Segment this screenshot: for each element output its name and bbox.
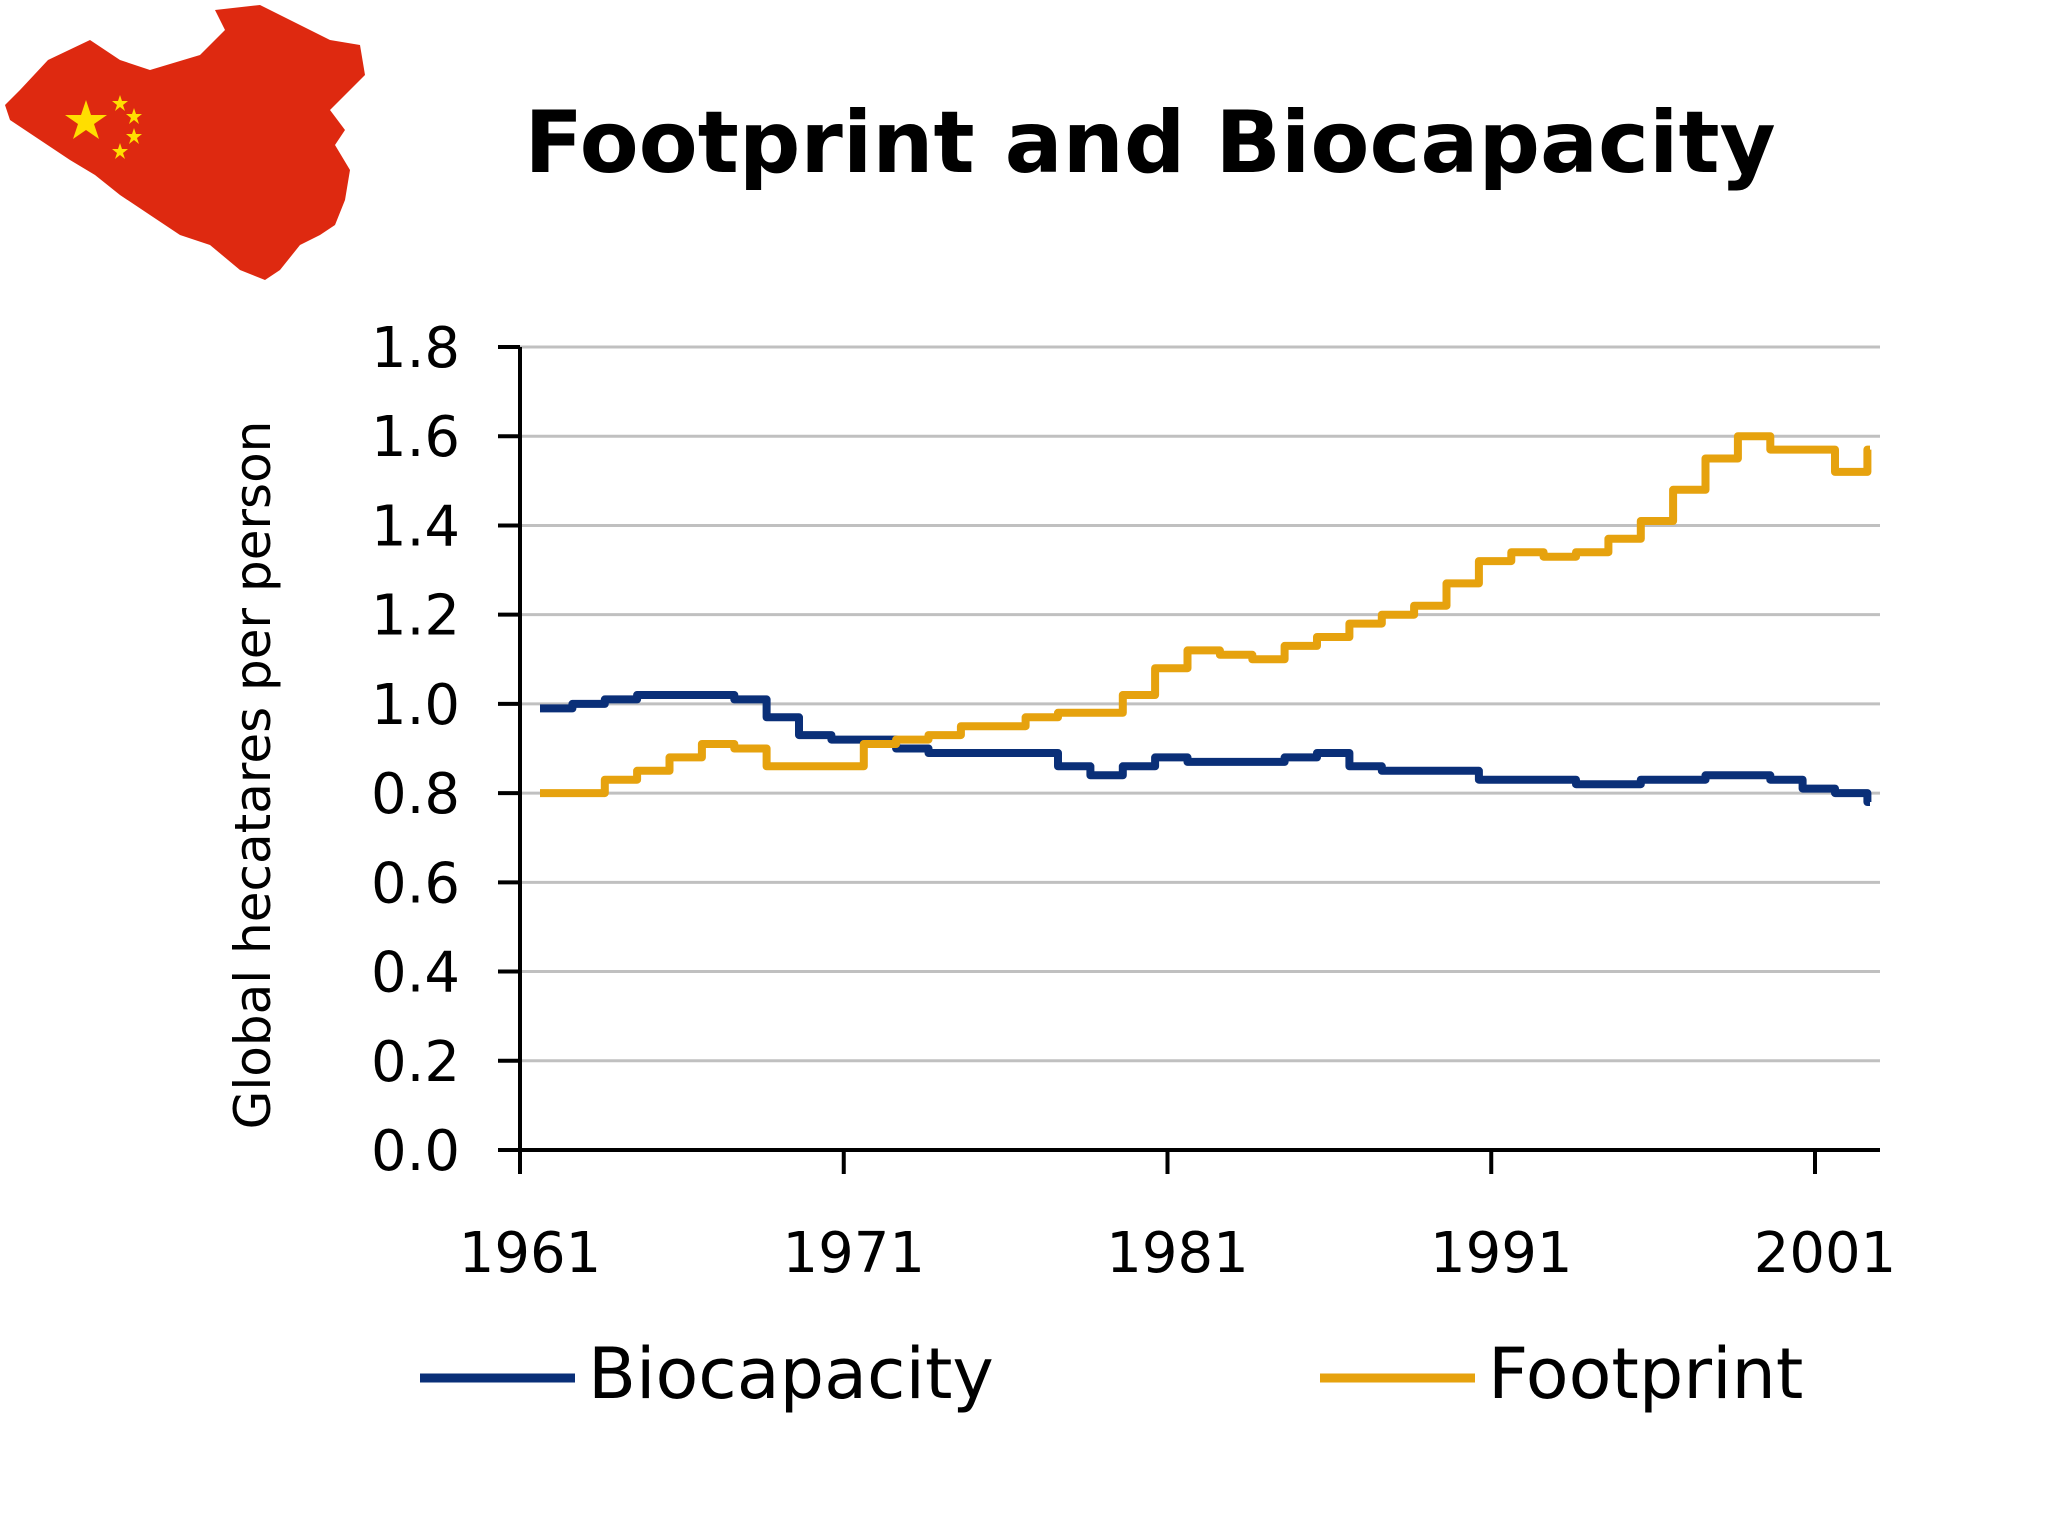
- x-tick-labels: 1961 1971 1981 1991 2001: [459, 1221, 1897, 1286]
- china-map-flag-icon: [5, 5, 365, 280]
- y-tick-label: 0.6: [371, 851, 460, 916]
- flag-small-star-icon: [112, 95, 128, 111]
- chart-title: Footprint and Biocapacity: [524, 93, 1775, 193]
- y-tick-label: 1.2: [371, 584, 460, 649]
- flag-small-star-icon: [126, 108, 142, 124]
- y-tick-label: 1.8: [371, 316, 460, 381]
- y-tick-label: 0.8: [371, 762, 460, 827]
- y-tick-label: 1.4: [371, 494, 460, 559]
- y-tick-labels: 0.0 0.2 0.4 0.6 0.8 1.0 1.2 1.4 1.6 1.8: [371, 316, 460, 1184]
- x-tick-label: 2001: [1754, 1221, 1897, 1286]
- y-tick-label: 1.0: [371, 673, 460, 738]
- gridlines: [520, 345, 1880, 1063]
- x-tick-label: 1991: [1430, 1221, 1573, 1286]
- y-tick-label: 0.2: [371, 1030, 460, 1095]
- y-tick-label: 0.4: [371, 941, 460, 1006]
- y-axis-label: Global hecatares per person: [224, 421, 282, 1130]
- legend-label-biocapacity: Biocapacity: [588, 1333, 994, 1415]
- series-line-biocapacity: [540, 691, 1872, 806]
- flag-small-star-icon: [112, 143, 128, 159]
- flag-big-star-icon: [65, 100, 107, 139]
- legend: Biocapacity Footprint: [420, 1333, 1803, 1415]
- y-tick-label: 1.6: [371, 405, 460, 470]
- series-lines: [540, 432, 1872, 806]
- x-tick-label: 1971: [782, 1221, 925, 1286]
- series-line-footprint: [540, 432, 1872, 798]
- flag-small-star-icon: [126, 128, 142, 144]
- x-tick-label: 1961: [459, 1221, 602, 1286]
- legend-label-footprint: Footprint: [1488, 1333, 1803, 1415]
- y-tick-label: 0.0: [371, 1119, 460, 1184]
- x-tick-label: 1981: [1106, 1221, 1249, 1286]
- china-map-shape: [5, 5, 365, 280]
